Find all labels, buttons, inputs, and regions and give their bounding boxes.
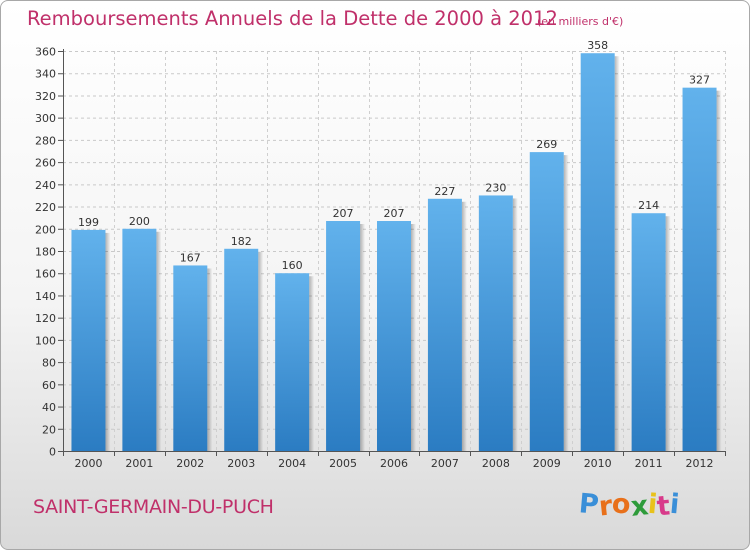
bar-2011 xyxy=(631,213,666,451)
logo-letter: i xyxy=(668,488,681,521)
bar-shadow xyxy=(512,198,518,451)
y-tick-label: 360 xyxy=(35,46,56,59)
y-tick-label: 140 xyxy=(35,290,56,303)
bar-shadow xyxy=(665,216,671,451)
bar-shadow xyxy=(156,231,162,451)
bar-2005 xyxy=(326,221,361,451)
bar-2002 xyxy=(173,265,208,451)
x-tick-label: 2012 xyxy=(686,457,714,470)
y-tick-label: 60 xyxy=(42,379,56,392)
y-tick-label: 100 xyxy=(35,334,56,347)
bar-2000 xyxy=(71,229,106,451)
chart-subtitle: (en milliers d'€) xyxy=(537,15,624,28)
data-label: 358 xyxy=(587,39,608,52)
data-label: 182 xyxy=(231,235,252,248)
bar-2012 xyxy=(682,87,717,452)
proxiti-logo: Proxiti xyxy=(578,488,681,523)
data-label: 227 xyxy=(434,185,455,198)
bar-2010 xyxy=(580,53,615,451)
data-label: 160 xyxy=(282,259,303,272)
data-label: 167 xyxy=(180,251,201,264)
x-tick-label: 2001 xyxy=(125,457,153,470)
bar-2004 xyxy=(275,273,310,451)
y-tick-label: 320 xyxy=(35,90,56,103)
bar-shadow xyxy=(614,56,620,451)
x-tick-label: 2007 xyxy=(431,457,459,470)
data-label: 230 xyxy=(485,181,506,194)
data-label: 214 xyxy=(638,199,659,212)
bar-2008 xyxy=(478,195,513,451)
y-tick-label: 300 xyxy=(35,112,56,125)
x-tick-label: 2009 xyxy=(533,457,561,470)
data-label: 199 xyxy=(78,216,99,229)
y-tick-label: 40 xyxy=(42,401,56,414)
bar-shadow xyxy=(105,232,111,451)
data-label: 269 xyxy=(536,138,557,151)
y-tick-label: 240 xyxy=(35,179,56,192)
y-tick-label: 220 xyxy=(35,201,56,214)
x-tick-label: 2002 xyxy=(176,457,204,470)
x-tick-label: 2011 xyxy=(635,457,663,470)
y-tick-label: 280 xyxy=(35,134,56,147)
labels: 199 2000 200 2001 167 2002 182 2003 160 2004 207 20… xyxy=(74,39,713,470)
data-label: 207 xyxy=(333,207,354,220)
x-tick-label: 2006 xyxy=(380,457,408,470)
y-tick-label: 120 xyxy=(35,312,56,325)
x-tick-label: 2003 xyxy=(227,457,255,470)
data-label: 207 xyxy=(384,207,405,220)
y-tick-label: 160 xyxy=(35,268,56,281)
bar-shadow xyxy=(716,90,722,452)
y-tick-label: 180 xyxy=(35,246,56,259)
bar-2003 xyxy=(224,248,259,451)
bar-shadow xyxy=(258,251,264,451)
bar-shadow xyxy=(563,155,569,451)
data-label: 200 xyxy=(129,215,150,228)
bar-shadow xyxy=(309,276,315,451)
x-tick-label: 2005 xyxy=(329,457,357,470)
y-tick-label: 80 xyxy=(42,357,56,370)
bar-2007 xyxy=(427,198,462,451)
bar-shadow xyxy=(411,224,416,451)
data-label: 327 xyxy=(689,74,710,87)
bar-shadow xyxy=(461,201,467,451)
x-tick-label: 2008 xyxy=(482,457,510,470)
x-tick-label: 2000 xyxy=(74,457,102,470)
bar-shadow xyxy=(360,224,366,451)
bar-2001 xyxy=(122,228,157,451)
bar-shadow xyxy=(207,268,213,451)
chart-title: Remboursements Annuels de la Dette de 20… xyxy=(27,7,558,30)
commune-name: SAINT-GERMAIN-DU-PUCH xyxy=(33,496,274,518)
axes: 0 20 40 60 80 100 120 140 160 180 200 220 240 260 280 3… xyxy=(35,46,726,459)
x-tick-label: 2010 xyxy=(584,457,612,470)
y-tick-label: 260 xyxy=(35,157,56,170)
bar-2009 xyxy=(529,152,564,451)
y-tick-label: 0 xyxy=(49,446,56,459)
bar-2006 xyxy=(377,221,411,451)
x-tick-label: 2004 xyxy=(278,457,306,470)
y-tick-label: 200 xyxy=(35,223,56,236)
y-tick-label: 340 xyxy=(35,68,56,81)
y-tick-label: 20 xyxy=(42,423,56,436)
bars xyxy=(71,53,722,452)
